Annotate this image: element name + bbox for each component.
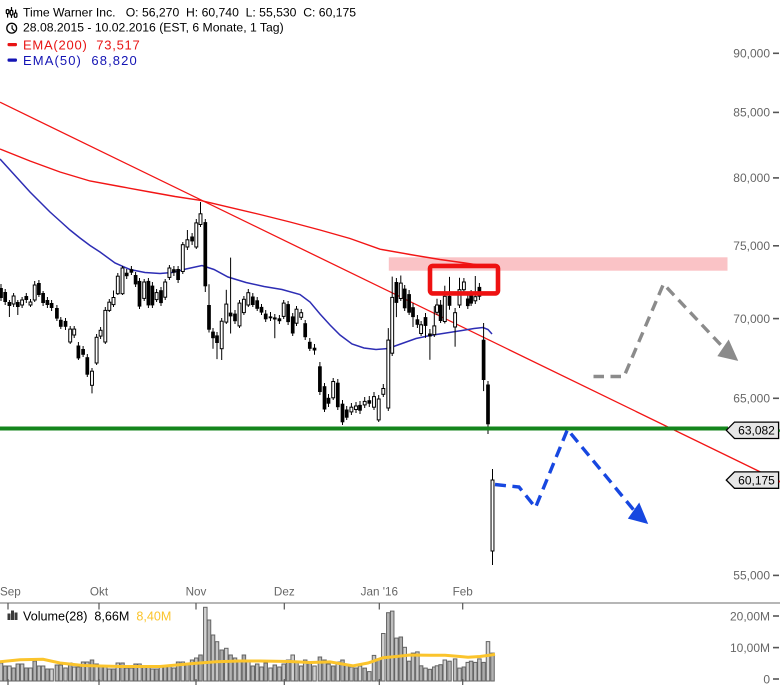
svg-text:10,00M: 10,00M	[730, 641, 770, 655]
svg-text:20,00M: 20,00M	[730, 609, 770, 623]
svg-text:75,000: 75,000	[733, 239, 770, 253]
svg-text:90,000: 90,000	[733, 47, 770, 61]
svg-text:85,000: 85,000	[733, 106, 770, 120]
svg-text:Time Warner Inc. O: 56,270: Time Warner Inc. O: 56,270 H: 60,740 L: …	[23, 5, 356, 19]
svg-text:Sep: Sep	[0, 586, 21, 599]
svg-text:Okt: Okt	[90, 586, 109, 599]
svg-text:60,175: 60,175	[738, 473, 775, 487]
svg-text:80,000: 80,000	[733, 171, 770, 185]
svg-text:28.08.2015 - 10.02.2016 (EST,: 28.08.2015 - 10.02.2016 (EST, 6 Monate, …	[23, 21, 284, 35]
svg-text:EMA(50) 68,820: EMA(50) 68,820	[23, 53, 138, 68]
svg-text:Feb: Feb	[453, 586, 474, 599]
svg-text:EMA(200) 73,517: EMA(200) 73,517	[23, 37, 141, 52]
svg-text:Volume(28) 8,66M 8,40M: Volume(28) 8,66M 8,40M	[23, 609, 171, 623]
svg-text:Jan '16: Jan '16	[361, 586, 398, 599]
svg-text:63,082: 63,082	[738, 424, 775, 438]
svg-text:70,000: 70,000	[733, 312, 770, 326]
svg-text:65,000: 65,000	[733, 392, 770, 406]
svg-text:55,000: 55,000	[733, 569, 770, 583]
svg-text:0: 0	[763, 672, 770, 685]
svg-text:Dez: Dez	[274, 586, 295, 599]
svg-text:Nov: Nov	[186, 586, 207, 599]
